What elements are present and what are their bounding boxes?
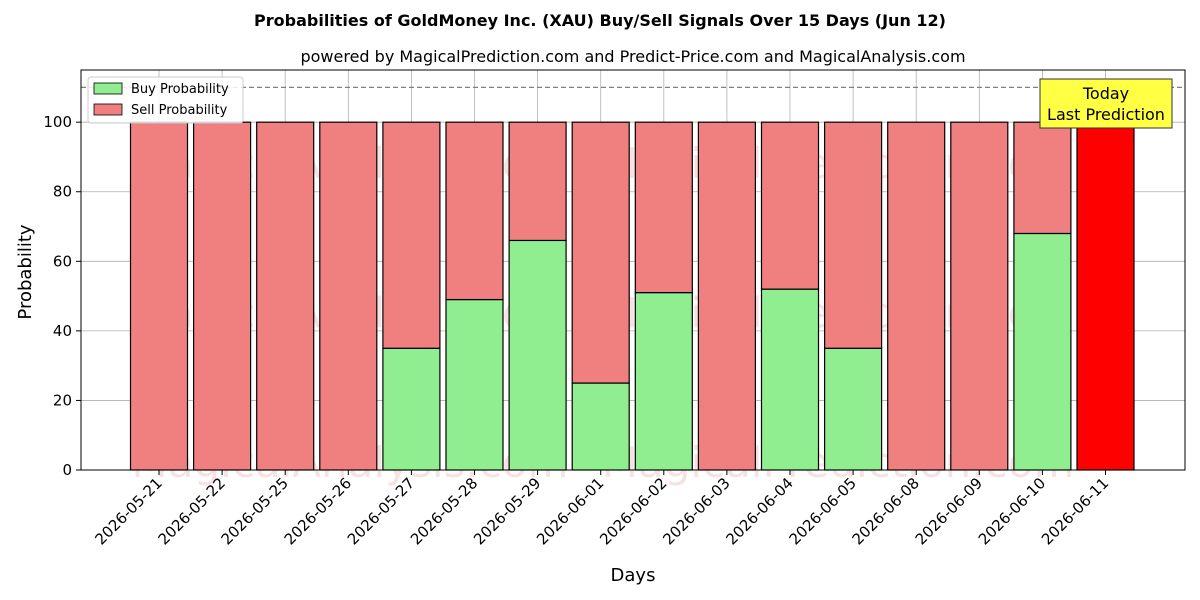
legend-swatch-sell bbox=[93, 103, 123, 116]
bar-sell bbox=[256, 121, 315, 471]
bar-buy bbox=[1013, 232, 1072, 471]
bar-today-prediction bbox=[1076, 121, 1135, 471]
chart-subtitle: powered by MagicalPrediction.com and Pre… bbox=[300, 47, 965, 66]
legend-label-buy: Buy Probability bbox=[131, 82, 229, 97]
today-annotation-box bbox=[1039, 78, 1173, 129]
y-tick-label: 20 bbox=[53, 391, 72, 409]
y-tick-label: 0 bbox=[62, 461, 72, 479]
y-tick-label: 60 bbox=[53, 252, 72, 270]
bar-sell bbox=[193, 121, 252, 471]
bar-buy bbox=[823, 347, 883, 471]
legend-label-sell: Sell Probability bbox=[131, 103, 228, 118]
bar-buy bbox=[382, 347, 441, 471]
bar-buy bbox=[634, 292, 693, 471]
today-annotation-line-2: Last Prediction bbox=[1047, 105, 1165, 124]
bar-buy bbox=[571, 382, 630, 471]
plot-frame bbox=[80, 69, 1186, 471]
bar-sell bbox=[823, 121, 883, 349]
bar-sell bbox=[1013, 121, 1072, 235]
y-tick-label: 40 bbox=[53, 322, 72, 340]
y-tick-label: 80 bbox=[53, 183, 72, 201]
x-tick-label: 2026-05-21 bbox=[91, 474, 165, 548]
legend: Buy Probability Sell Probability bbox=[87, 76, 244, 124]
bar-sell bbox=[319, 121, 378, 471]
bar-sell bbox=[634, 121, 693, 294]
bar-sell bbox=[382, 121, 441, 349]
bar-sell bbox=[571, 121, 630, 384]
x-axis-label: Days bbox=[611, 565, 656, 586]
bar-sell bbox=[950, 121, 1009, 471]
y-axis-ticks: 0 20 40 60 80 100 bbox=[43, 113, 81, 479]
chart-title: Probabilities of GoldMoney Inc. (XAU) Bu… bbox=[254, 11, 946, 30]
legend-box bbox=[87, 76, 244, 124]
bar-sell bbox=[129, 121, 189, 471]
bar-sell bbox=[697, 121, 757, 471]
bar-sell bbox=[508, 121, 567, 242]
bar-buy bbox=[760, 288, 820, 471]
bar-buy bbox=[445, 298, 504, 471]
y-tick-label: 100 bbox=[43, 113, 72, 131]
plot-area: MagicalAnalysis.comMagicalPrediction.com… bbox=[43, 69, 1186, 548]
bar-sell bbox=[887, 121, 946, 471]
y-axis-label: Probability bbox=[15, 224, 36, 319]
today-annotation: Today Last Prediction bbox=[1039, 78, 1173, 129]
bars bbox=[129, 121, 1135, 471]
bar-sell bbox=[760, 121, 820, 290]
bar-sell bbox=[445, 121, 504, 301]
legend-swatch-buy bbox=[93, 82, 123, 95]
today-annotation-line-1: Today bbox=[1082, 84, 1129, 103]
bar-buy bbox=[508, 239, 567, 471]
